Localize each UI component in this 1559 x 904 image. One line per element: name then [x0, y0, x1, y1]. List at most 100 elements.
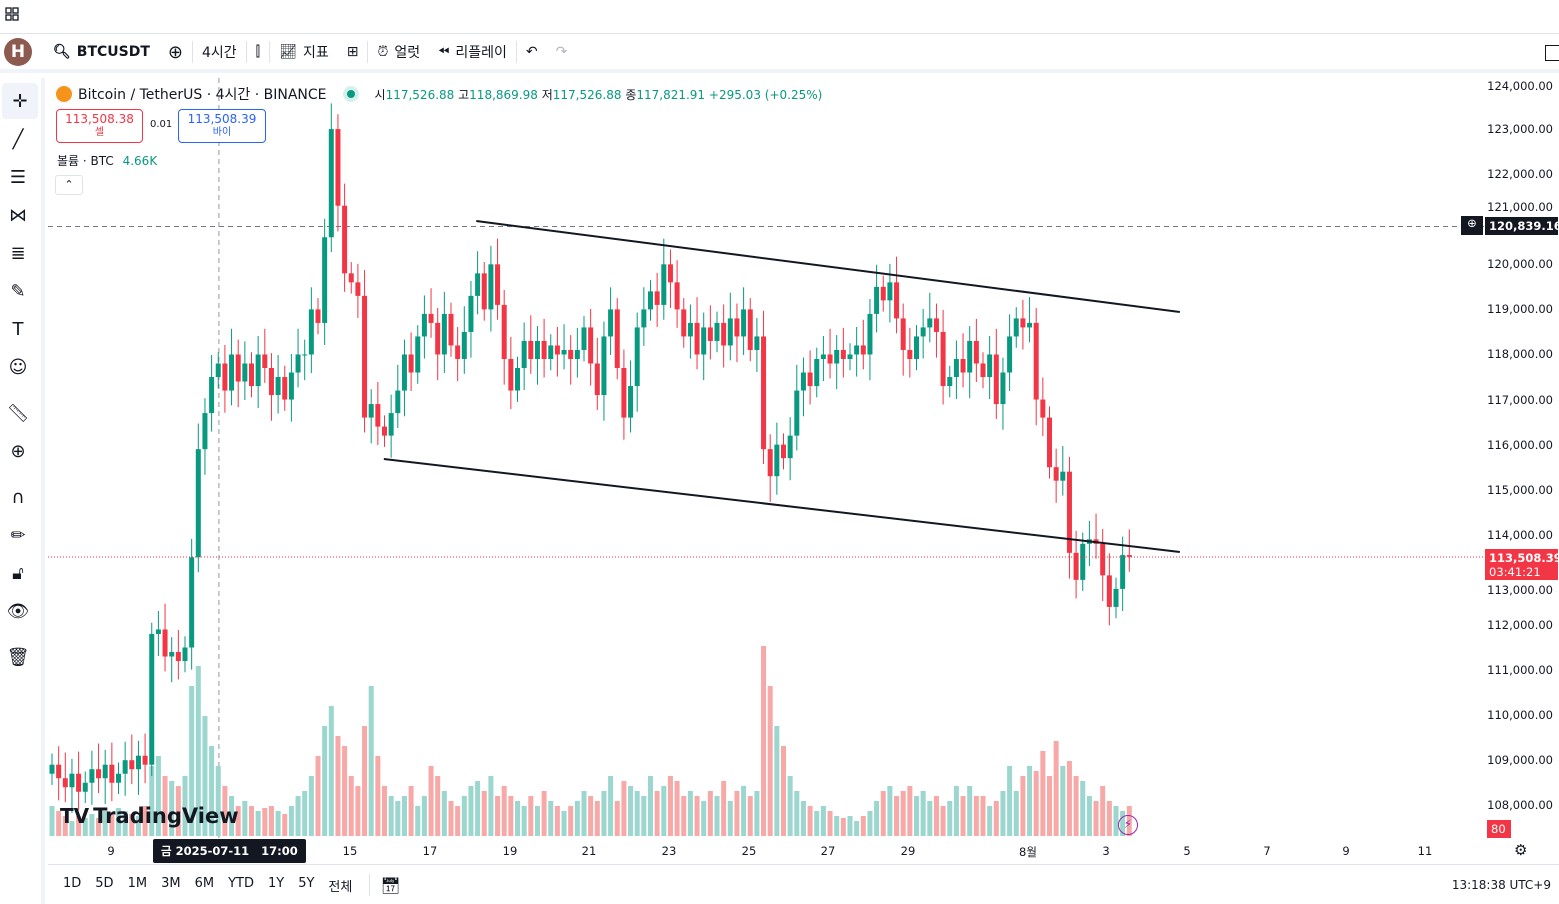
candle-body: [461, 331, 467, 359]
price-tick: 117,000.00: [1487, 392, 1553, 407]
range-6M[interactable]: 6M: [194, 875, 215, 891]
date-range-calendar-icon[interactable]: 📅︎: [380, 875, 401, 895]
volume-bar: [947, 801, 953, 836]
volume-bar: [76, 816, 82, 836]
collapse-legend-button[interactable]: ⌃: [55, 175, 83, 195]
volume-bar: [641, 796, 647, 836]
symbol-search-button[interactable]: 🔍︎ BTCUSDT: [44, 37, 159, 67]
time-tick: 17: [422, 844, 438, 858]
volume-bar: [674, 781, 680, 836]
candle-body: [774, 444, 780, 477]
volume-bar: [1020, 776, 1026, 836]
volume-bar: [548, 801, 554, 836]
range-1D[interactable]: 1D: [63, 875, 82, 891]
volume-bar: [847, 816, 853, 836]
candle-body: [687, 322, 693, 337]
brush-tool-icon[interactable]: ✎: [10, 280, 26, 302]
volume-bar: [940, 806, 946, 836]
volume-bar: [907, 786, 913, 836]
range-1M[interactable]: 1M: [127, 875, 148, 891]
fib-tool-icon[interactable]: ≣: [10, 242, 26, 264]
trash-icon[interactable]: 🗑︎: [6, 646, 30, 668]
templates-button[interactable]: ⊞: [338, 37, 368, 67]
add-alert-plus-icon[interactable]: ⊕: [1461, 216, 1483, 236]
range-5Y[interactable]: 5Y: [298, 875, 315, 891]
candle-body: [1073, 552, 1079, 580]
price-tick: 108,000.00: [1487, 798, 1553, 813]
volume-bar: [634, 791, 640, 836]
alert-button[interactable]: ⏰︎ 얼럿: [368, 37, 429, 67]
candle-body: [800, 372, 806, 391]
range-3M[interactable]: 3M: [161, 875, 181, 891]
settings-gear-icon[interactable]: ⚙: [1514, 841, 1528, 859]
range-5D[interactable]: 5D: [95, 875, 114, 891]
volume-bar: [461, 796, 467, 836]
pattern-tool-icon[interactable]: ⋈: [9, 204, 27, 226]
eye-icon[interactable]: 👁︎: [6, 600, 30, 622]
clock[interactable]: 13:18:38 UTC+9: [1451, 878, 1551, 892]
indicators-button[interactable]: 📈︎ 지표: [270, 37, 338, 67]
candle-body: [920, 327, 926, 337]
candle-body: [980, 363, 986, 378]
layout-grid-icon[interactable]: [5, 7, 19, 21]
volume-bar: [155, 756, 161, 836]
crosshair-tool-icon[interactable]: ✛: [2, 83, 38, 119]
volume-bar: [515, 801, 520, 836]
sell-button[interactable]: 113,508.38 셀: [56, 109, 143, 143]
time-tick: 29: [900, 844, 916, 858]
avatar[interactable]: H: [4, 38, 32, 66]
candle-body: [1080, 543, 1086, 580]
volume-bar: [1013, 791, 1019, 836]
redo-button[interactable]: ↷: [547, 37, 577, 67]
candlestick-chart: [48, 78, 1485, 838]
candle-body: [408, 354, 414, 373]
range-전체[interactable]: 전체: [328, 879, 353, 895]
time-axis[interactable]: ⚙ 9 15 17 19 21 23 25 27 29 8월 3 5 7 9 11 금 2025-07-11 …: [48, 838, 1559, 865]
emoji-tool-icon[interactable]: ☺: [8, 356, 28, 378]
candle-body: [794, 390, 800, 436]
time-tick: 9: [1342, 844, 1350, 858]
volume-bar: [435, 776, 441, 836]
price-axis[interactable]: 124,000.00 123,000.00 122,000.00 121,000.00…: [1461, 78, 1559, 838]
layout-panel-icon[interactable]: [1545, 45, 1559, 61]
crosshair-time-label: 금 2025-07-11 17:00: [153, 839, 306, 863]
volume-bar: [69, 821, 75, 836]
chart-pane[interactable]: 𝗧𝗩 TradingView ⚡︎: [48, 78, 1485, 838]
symbol-title[interactable]: Bitcoin / TetherUS · 4시간 · BINANCE: [78, 87, 327, 103]
market-status-dot: [346, 90, 355, 98]
volume-bar: [747, 796, 753, 836]
volume-bar: [953, 786, 959, 836]
zoom-in-tool-icon[interactable]: ⊕: [10, 440, 26, 462]
candle-body: [89, 769, 95, 783]
replay-button[interactable]: ⏪︎ 리플레이: [429, 37, 516, 67]
magnet-tool-icon[interactable]: ∩: [11, 486, 25, 508]
candle-body: [229, 354, 235, 391]
candle-body: [135, 755, 141, 770]
candle-body: [820, 354, 826, 359]
change-value: +295.03 (+0.25%): [708, 87, 823, 102]
candle-body: [694, 322, 700, 355]
interval-button[interactable]: 4시간: [202, 45, 237, 61]
chart-type-button[interactable]: ⫿: [247, 37, 269, 67]
lightning-icon[interactable]: ⚡︎: [1118, 815, 1138, 835]
text-tool-icon[interactable]: T: [12, 318, 24, 340]
volume-bar: [162, 776, 168, 836]
range-YTD[interactable]: YTD: [228, 875, 254, 891]
time-tick: 27: [820, 844, 836, 858]
candle-body: [734, 318, 740, 337]
range-1Y[interactable]: 1Y: [267, 875, 285, 891]
horizontal-lines-tool-icon[interactable]: ☰: [9, 166, 27, 188]
trend-line-tool-icon[interactable]: ╱: [12, 128, 24, 150]
volume-bar: [415, 806, 421, 836]
volume-bar: [840, 818, 846, 836]
candle-body: [375, 404, 381, 427]
lock-icon[interactable]: 🔓︎: [12, 562, 24, 584]
candle-body: [1066, 471, 1072, 553]
candle-body: [707, 327, 713, 341]
buy-button[interactable]: 113,508.39 바이: [178, 109, 266, 143]
volume-bar: [209, 746, 215, 836]
ruler-tool-icon[interactable]: 📏︎: [6, 402, 30, 424]
lock-drawing-pencil-icon[interactable]: ✏: [10, 524, 26, 546]
undo-button[interactable]: ↶: [517, 37, 547, 67]
compare-symbol-button[interactable]: ⊕: [159, 37, 192, 67]
